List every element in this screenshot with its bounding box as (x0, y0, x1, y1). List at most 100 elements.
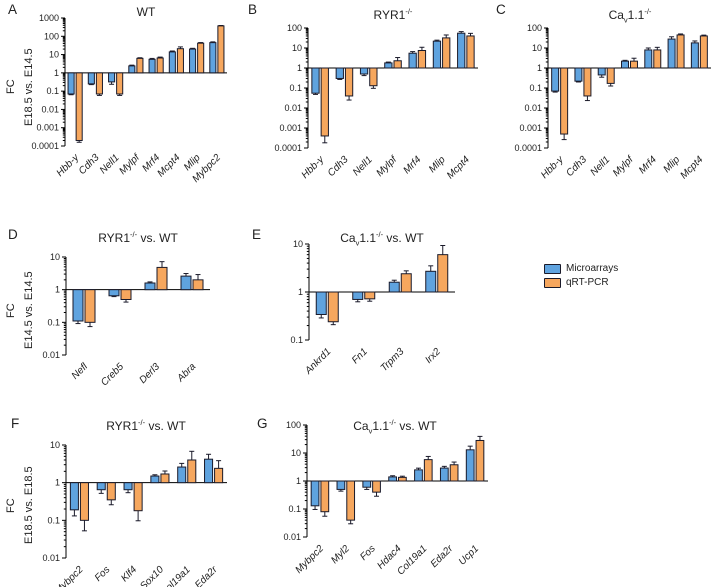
x-tick-label: Nefl (70, 361, 91, 382)
bar-F-Microarrays-Fos (96, 482, 106, 491)
legend-item-microarrays: Microarrays (544, 263, 618, 274)
qrtpcr-swatch (544, 277, 561, 288)
y-tick-label: 0.01 (524, 103, 542, 113)
y-tick-label: 0.01 (42, 350, 60, 360)
y-tick-label: 0.1 (290, 335, 303, 345)
y-tick-label: 0.01 (284, 103, 302, 113)
bar-G-qRT-PCR-Mybpc2 (320, 480, 330, 513)
bar-F-qRT-PCR-Klf4 (133, 482, 143, 512)
x-tick-label: Mcpt4 (678, 154, 705, 181)
bar-F-Microarrays-Klf4 (123, 482, 133, 491)
panel-letter-a: A (8, 2, 18, 17)
bar-A-qRT-PCR-Mylpf (136, 57, 144, 74)
panel-a-plot: 1000 100 10 1 0.1 0.01 0.001 0.0001Hbb-yCdh3Nel… (31, 13, 227, 185)
bar-B-Microarrays-Nell1 (359, 67, 369, 75)
panel-title-ryr1-vs-wt-e145: RYR1-/- vs. WT (98, 230, 178, 245)
bar-C-Microarrays-Mrf4 (644, 49, 653, 69)
y-tick-label: 0.0001 (31, 141, 59, 151)
panel-title-cav11-vs-wt-e185: Cav1.1-/- vs. WT (353, 418, 437, 436)
panel-title-ryr1: RYR1-/- (373, 7, 413, 22)
x-tick-label: Myl2 (329, 543, 352, 566)
y-tick-label: 0.1 (46, 86, 59, 96)
x-tick-label: Klf4 (119, 564, 139, 584)
bar-E-Microarrays-Irx2 (425, 270, 437, 293)
y-tick-label: 1000 (39, 13, 59, 23)
bar-A-qRT-PCR-Mcpt4 (176, 48, 184, 74)
x-tick-label: Mylpf (117, 151, 143, 177)
x-tick-label: Trpm3 (379, 346, 407, 374)
panel-letter-b: B (248, 2, 258, 17)
bar-G-qRT-PCR-Eda2r (449, 464, 459, 482)
x-tick-label: Derl3 (137, 361, 162, 386)
y-tick-label: 10 (291, 448, 301, 458)
bar-B-qRT-PCR-Nell1 (369, 67, 378, 87)
x-tick-label: Cdh3 (326, 154, 351, 179)
bar-C-qRT-PCR-Nell1 (606, 67, 615, 84)
y-tick-label: 0.001 (279, 123, 302, 133)
x-tick-label: Ucp1 (457, 543, 481, 567)
x-tick-label: Mylpf (611, 153, 637, 179)
x-tick-label: Abra (175, 361, 199, 385)
x-tick-label: Cdh3 (77, 152, 102, 177)
panel-letter-d: D (8, 227, 18, 242)
x-tick-label: Mlip (427, 154, 448, 175)
x-tick-label: Mylpf (374, 153, 400, 179)
x-tick-label: Fn1 (350, 346, 370, 366)
x-tick-label: Nell1 (98, 152, 122, 176)
bar-C-qRT-PCR-Mcpt4 (699, 35, 708, 69)
y-tick-label: 0.0001 (274, 143, 302, 153)
bar-E-qRT-PCR-Irx2 (437, 254, 449, 293)
panel-letter-g: G (257, 416, 268, 431)
bar-E-qRT-PCR-Ankrd1 (327, 291, 339, 323)
bar-F-qRT-PCR-Mybpc2 (79, 482, 89, 521)
bar-E-qRT-PCR-Fn1 (364, 291, 376, 300)
x-tick-label: Nell1 (588, 154, 612, 178)
bar-A-Microarrays-Nell1 (108, 72, 116, 83)
bar-A-qRT-PCR-Mybpc2 (217, 25, 225, 74)
bar-G-Microarrays-Hdac4 (388, 476, 398, 482)
bar-G-Microarrays-Mybpc2 (310, 480, 320, 507)
bar-B-qRT-PCR-Hbb-y (320, 67, 329, 137)
bar-D-Microarrays-Abra (180, 275, 192, 291)
microarrays-swatch (544, 263, 561, 274)
legend-item-qrtpcr: qRT-PCR (544, 277, 618, 288)
bar-G-Microarrays-Ucp1 (465, 449, 475, 482)
panel-title-cav11-vs-wt-e145: Cav1.1-/- vs. WT (340, 230, 424, 248)
y-axis-label-row1: E18.5 vs. E14.5 (23, 48, 35, 126)
bar-C-Microarrays-Mylpf (621, 60, 629, 69)
y-tick-label: 10 (50, 440, 60, 450)
y-tick-label: 10 (50, 252, 60, 262)
y-tick-label: 1 (297, 63, 302, 73)
bar-F-qRT-PCR-Fos (106, 482, 116, 501)
y-tick-label: 1 (54, 68, 59, 78)
legend-label-microarrays: Microarrays (566, 263, 619, 274)
x-tick-label: Hbb-y (300, 154, 327, 181)
y-tick-label: 0.0001 (514, 143, 542, 153)
y-tick-label: 100 (44, 31, 59, 41)
bar-G-qRT-PCR-Ucp1 (475, 439, 485, 482)
bar-F-Microarrays-Mybpc2 (69, 482, 79, 511)
bar-B-Microarrays-Mylpf (384, 62, 393, 69)
bar-G-qRT-PCR-Fos (372, 480, 381, 493)
bar-C-Microarrays-Mcpt4 (690, 42, 699, 69)
x-tick-label: Mybpc2 (53, 564, 86, 587)
y-tick-label: 1 (296, 476, 301, 486)
x-tick-label: Eda2r (429, 543, 456, 570)
legend-label-qrtpcr: qRT-PCR (566, 277, 609, 288)
y-tick-label: 0.1 (47, 515, 60, 525)
bar-B-qRT-PCR-Mylpf (393, 60, 402, 69)
y-axis-label-fc-row3: FC (5, 498, 17, 513)
bar-B-qRT-PCR-Cdh3 (344, 67, 354, 97)
bar-G-Microarrays-Myl2 (336, 480, 346, 490)
x-tick-label: Eda2r (193, 564, 220, 587)
bar-D-qRT-PCR-Creb5 (120, 289, 132, 301)
bar-B-qRT-PCR-Mlip (442, 37, 451, 69)
bar-B-Microarrays-Mcpt4 (457, 32, 466, 69)
x-tick-label: Nell1 (351, 154, 375, 178)
bar-C-qRT-PCR-Mylpf (630, 60, 638, 69)
bar-A-qRT-PCR-Hbb-y (75, 72, 83, 141)
